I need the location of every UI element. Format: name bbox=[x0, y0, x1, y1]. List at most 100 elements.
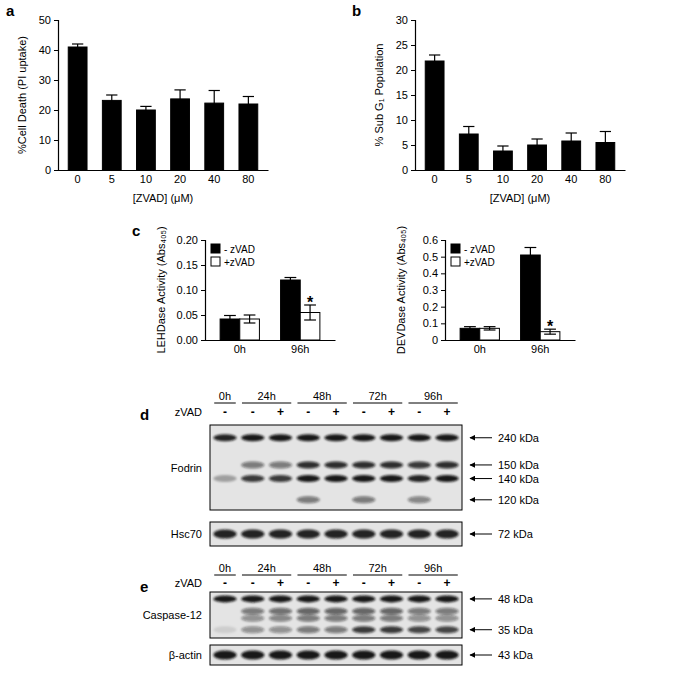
error-bar bbox=[106, 95, 117, 106]
band bbox=[297, 461, 320, 468]
band bbox=[269, 461, 292, 468]
y-tick-label: 0.15 bbox=[177, 259, 198, 271]
error-line bbox=[502, 146, 503, 156]
band bbox=[408, 475, 431, 482]
band bbox=[380, 595, 403, 602]
y-tick-label: 30 bbox=[396, 14, 408, 26]
band bbox=[380, 434, 403, 441]
band bbox=[297, 608, 320, 615]
y-tick-label: 0.20 bbox=[177, 234, 198, 246]
band bbox=[408, 530, 431, 539]
y-tick: 0 bbox=[432, 334, 445, 346]
band bbox=[435, 615, 458, 622]
band bbox=[241, 496, 264, 503]
y-tick-mark bbox=[54, 110, 58, 111]
y-axis-title: DEVDase Activity (Abs₄₀₅) bbox=[395, 226, 407, 354]
y-axis-title: LEHDase Activity (Abs₄₀₅) bbox=[155, 226, 167, 353]
y-axis-line bbox=[411, 21, 416, 171]
band bbox=[435, 626, 458, 633]
band bbox=[435, 475, 458, 482]
band bbox=[352, 615, 375, 622]
error-line bbox=[209, 90, 220, 91]
band bbox=[324, 626, 347, 633]
y-tick-label: 5 bbox=[402, 139, 408, 151]
bar bbox=[281, 280, 301, 340]
error-line bbox=[174, 107, 185, 108]
strip-label: Fodrin bbox=[171, 462, 202, 474]
bar bbox=[480, 328, 500, 340]
y-tick-mark bbox=[411, 20, 415, 21]
band bbox=[435, 496, 458, 503]
band bbox=[352, 434, 375, 441]
band bbox=[297, 615, 320, 622]
y-tick-mark bbox=[411, 170, 415, 171]
panel-label: d bbox=[140, 406, 149, 423]
error-bar bbox=[566, 133, 577, 149]
y-tick-label: 20 bbox=[396, 64, 408, 76]
y-tick: 10 bbox=[39, 134, 58, 146]
error-bar bbox=[484, 327, 496, 330]
band bbox=[408, 496, 431, 503]
error-line bbox=[214, 91, 215, 116]
error-line bbox=[525, 262, 537, 263]
error-bar bbox=[244, 315, 256, 323]
x-tick-label: 20 bbox=[174, 173, 186, 185]
y-tick-label: 0 bbox=[432, 334, 438, 346]
y-axis: 00.10.20.30.40.50.6 bbox=[423, 234, 446, 346]
error-line bbox=[497, 155, 508, 156]
treatment-sign: + bbox=[332, 576, 339, 590]
y-tick-label: 10 bbox=[396, 114, 408, 126]
error-line bbox=[463, 126, 474, 127]
x-tick: 0 bbox=[75, 170, 81, 185]
time-label: 0h bbox=[219, 390, 231, 402]
band bbox=[408, 608, 431, 615]
error-bar bbox=[174, 90, 185, 108]
y-tick-mark bbox=[441, 323, 445, 324]
y-tick: 0.20 bbox=[177, 234, 205, 246]
panel-label: b bbox=[352, 2, 361, 19]
band bbox=[380, 651, 403, 660]
error-line bbox=[600, 153, 611, 154]
annotation: * bbox=[547, 318, 554, 335]
band bbox=[213, 496, 236, 503]
band bbox=[297, 651, 320, 660]
error-line bbox=[464, 326, 476, 327]
x-tick: 96h bbox=[531, 340, 549, 355]
error-line bbox=[600, 131, 611, 132]
band bbox=[435, 434, 458, 441]
band bbox=[435, 651, 458, 660]
size-arrow bbox=[470, 499, 492, 500]
error-line bbox=[531, 138, 542, 139]
treatment-sign: - bbox=[362, 405, 366, 419]
x-tick: 80 bbox=[242, 170, 254, 185]
size-arrow bbox=[470, 478, 492, 479]
error-line bbox=[106, 105, 117, 106]
y-tick-label: 0.4 bbox=[423, 267, 438, 279]
y-tick-label: 50 bbox=[39, 14, 51, 26]
error-line bbox=[243, 96, 254, 97]
band bbox=[213, 651, 236, 660]
band bbox=[380, 615, 403, 622]
band bbox=[213, 461, 236, 468]
band bbox=[269, 530, 292, 539]
size-label: 35 kDa bbox=[498, 624, 534, 636]
error-line bbox=[140, 106, 151, 107]
time-label: 96h bbox=[424, 562, 442, 574]
panel-label: e bbox=[140, 578, 148, 595]
x-tick: 0 bbox=[432, 170, 438, 185]
band bbox=[324, 530, 347, 539]
treatment-sign: - bbox=[223, 576, 227, 590]
band bbox=[352, 608, 375, 615]
time-underline bbox=[353, 403, 402, 404]
error-bar bbox=[429, 55, 440, 67]
blot-panel: d0h24h48h72h96h--+-+-+-+zVADFodrin240 kD… bbox=[140, 390, 540, 546]
chart: 010203040500510204080%Cell Death (PI upt… bbox=[16, 14, 269, 204]
x-axis-line bbox=[446, 340, 576, 341]
size-arrow bbox=[470, 598, 492, 599]
y-axis-line bbox=[441, 241, 446, 341]
x-axis: 0510204080 bbox=[416, 170, 626, 185]
treatment-sign: + bbox=[444, 405, 451, 419]
error-line bbox=[484, 326, 496, 327]
band bbox=[380, 626, 403, 633]
error-bar bbox=[72, 44, 83, 50]
